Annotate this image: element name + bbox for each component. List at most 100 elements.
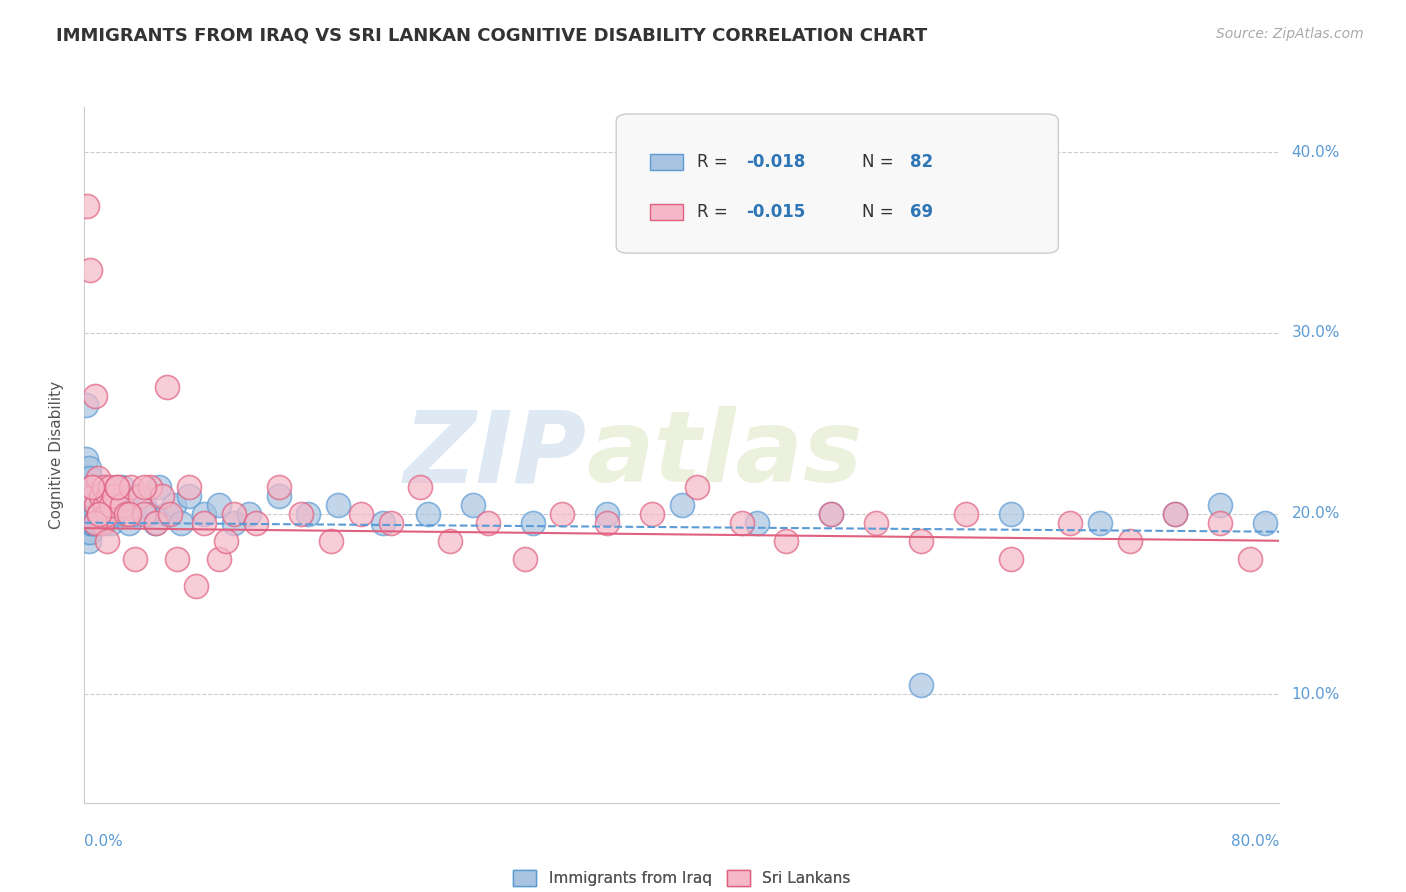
- Point: [111, 498, 134, 512]
- Point: [910, 533, 932, 548]
- Point: [77, 533, 100, 548]
- Point: [150, 489, 173, 503]
- Point: [731, 516, 754, 530]
- Point: [82, 498, 104, 512]
- Text: 0.0%: 0.0%: [84, 834, 124, 849]
- Point: [77, 516, 100, 530]
- Point: [238, 507, 260, 521]
- Legend: Immigrants from Iraq, Sri Lankans: Immigrants from Iraq, Sri Lankans: [508, 864, 856, 892]
- Point: [105, 507, 128, 521]
- Point: [193, 516, 215, 530]
- Point: [79, 489, 101, 503]
- Point: [75, 398, 97, 412]
- Point: [155, 507, 177, 521]
- Point: [97, 489, 120, 503]
- Point: [671, 498, 693, 512]
- Point: [91, 516, 114, 530]
- Point: [89, 507, 111, 521]
- Point: [111, 479, 134, 493]
- Point: [93, 498, 115, 512]
- Point: [1253, 516, 1275, 530]
- Point: [76, 507, 98, 521]
- Point: [177, 489, 200, 503]
- Point: [86, 479, 108, 493]
- Point: [215, 533, 238, 548]
- Point: [79, 524, 101, 539]
- Point: [745, 516, 768, 530]
- Point: [100, 498, 122, 512]
- Point: [222, 507, 245, 521]
- Point: [245, 516, 267, 530]
- Point: [439, 533, 461, 548]
- Point: [163, 498, 186, 512]
- Text: atlas: atlas: [586, 407, 863, 503]
- Point: [103, 489, 125, 503]
- Point: [1059, 516, 1081, 530]
- Point: [820, 507, 842, 521]
- Point: [79, 507, 101, 521]
- Point: [96, 533, 118, 548]
- Point: [82, 507, 104, 521]
- Point: [641, 507, 664, 521]
- Point: [1164, 507, 1187, 521]
- Point: [380, 516, 402, 530]
- Text: N =: N =: [862, 153, 900, 171]
- Point: [115, 507, 138, 521]
- Point: [77, 479, 100, 493]
- Text: 40.0%: 40.0%: [1291, 145, 1340, 160]
- Point: [1164, 507, 1187, 521]
- FancyBboxPatch shape: [616, 114, 1059, 253]
- Point: [1088, 516, 1111, 530]
- Text: 20.0%: 20.0%: [1291, 506, 1340, 521]
- Point: [596, 507, 619, 521]
- Point: [93, 516, 115, 530]
- Point: [83, 507, 105, 521]
- Point: [955, 507, 977, 521]
- Point: [79, 262, 101, 277]
- Point: [143, 516, 166, 530]
- Point: [89, 479, 111, 493]
- Point: [83, 516, 105, 530]
- Point: [77, 461, 100, 475]
- Point: [86, 498, 108, 512]
- Point: [328, 498, 350, 512]
- Point: [1208, 516, 1232, 530]
- Point: [96, 479, 118, 493]
- Point: [371, 516, 394, 530]
- Point: [80, 479, 103, 493]
- Point: [83, 389, 105, 403]
- Point: [596, 516, 619, 530]
- Point: [551, 507, 574, 521]
- Point: [132, 479, 156, 493]
- Point: [127, 489, 149, 503]
- Point: [76, 199, 98, 213]
- Text: -0.015: -0.015: [747, 203, 806, 221]
- Point: [775, 533, 797, 548]
- Point: [193, 507, 215, 521]
- Point: [124, 551, 146, 566]
- Point: [80, 479, 103, 493]
- Text: 10.0%: 10.0%: [1291, 687, 1340, 702]
- Point: [79, 470, 101, 484]
- Point: [170, 516, 193, 530]
- Point: [820, 507, 842, 521]
- Point: [86, 498, 108, 512]
- Point: [93, 479, 115, 493]
- Text: 80.0%: 80.0%: [1232, 834, 1279, 849]
- Point: [522, 516, 544, 530]
- Point: [208, 551, 231, 566]
- Point: [1208, 498, 1232, 512]
- Point: [76, 470, 98, 484]
- Point: [409, 479, 432, 493]
- Point: [83, 489, 105, 503]
- Point: [101, 489, 124, 503]
- Point: [128, 489, 150, 503]
- Point: [477, 516, 499, 530]
- Point: [122, 507, 145, 521]
- Text: R =: R =: [697, 153, 734, 171]
- Point: [82, 516, 104, 530]
- Point: [91, 489, 114, 503]
- Point: [177, 479, 200, 493]
- Point: [86, 516, 108, 530]
- Point: [87, 489, 110, 503]
